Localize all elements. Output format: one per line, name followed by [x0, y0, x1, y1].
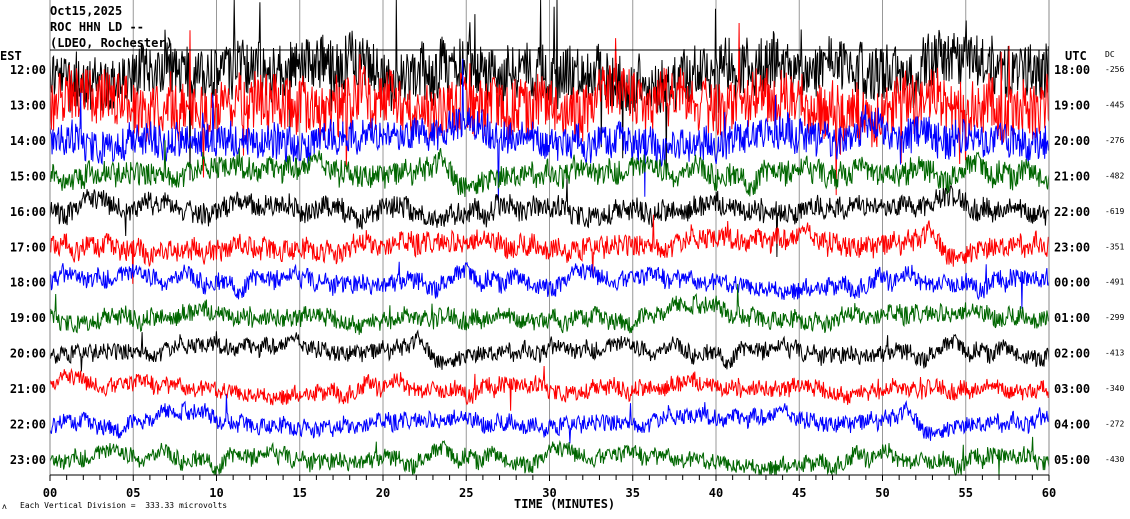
est-label: 12:00: [10, 63, 46, 77]
x-tick-label: 50: [875, 486, 889, 500]
x-tick-label: 25: [459, 486, 473, 500]
network-title: (LDEO, Rochester): [50, 36, 173, 50]
utc-label: 21:00: [1054, 169, 1090, 183]
x-tick-label: 55: [959, 486, 973, 500]
x-tick-label: 35: [626, 486, 640, 500]
trace-2000: [49, 329, 1050, 372]
est-label: 18:00: [10, 276, 46, 290]
utc-axis-label: UTC: [1065, 49, 1087, 63]
utc-label: 19:00: [1054, 98, 1090, 112]
est-label: 15:00: [10, 169, 46, 183]
utc-label: 02:00: [1054, 347, 1090, 361]
utc-label: 23:00: [1054, 240, 1090, 254]
utc-label: 00:00: [1054, 276, 1090, 290]
x-tick-label: 05: [126, 486, 140, 500]
dc-value: -445: [1105, 100, 1124, 109]
dc-value: -482: [1105, 171, 1124, 180]
station-title: ROC HHN LD --: [50, 20, 144, 34]
est-label: 17:00: [10, 240, 46, 254]
dc-value: -413: [1105, 349, 1124, 358]
dc-value: -351: [1105, 242, 1124, 251]
x-tick-label: 40: [709, 486, 723, 500]
x-tick-label: 20: [376, 486, 390, 500]
trace-1300: [49, 22, 1050, 196]
est-label: 20:00: [10, 347, 46, 361]
trace-1500: [49, 140, 1050, 198]
x-axis-title: TIME (MINUTES): [514, 497, 615, 511]
x-tick-label: 30: [542, 486, 556, 500]
axes: 00 05 10 15 20 25 30 35 40 45 50 55 60: [43, 0, 1056, 500]
x-tick-label: 10: [209, 486, 223, 500]
dc-value: -491: [1105, 278, 1124, 287]
scale-note: Each Vertical Division = 333.33 microvol…: [20, 501, 227, 510]
est-label: 21:00: [10, 382, 46, 396]
dc-value: -430: [1105, 455, 1124, 464]
est-label: 13:00: [10, 98, 46, 112]
trace-1600: [49, 178, 1050, 258]
est-label: 19:00: [10, 311, 46, 325]
dc-label: DC: [1105, 50, 1115, 59]
dc-value: -272: [1105, 420, 1124, 429]
utc-label: 05:00: [1054, 453, 1090, 467]
est-axis-label: EST: [0, 49, 22, 63]
scale-marker-icon: ʌ: [2, 502, 7, 511]
trace-1400: [49, 58, 1050, 203]
row-labels: 12:00 18:00 -256 13:00 19:00 -445 14:00 20:00 -2…: [10, 63, 1125, 467]
trace-1700: [49, 214, 1050, 284]
trace-1900: [49, 283, 1050, 335]
est-label: 23:00: [10, 453, 46, 467]
seismic-traces: [49, 0, 1050, 477]
utc-label: 03:00: [1054, 382, 1090, 396]
utc-label: 18:00: [1054, 63, 1090, 77]
utc-label: 22:00: [1054, 205, 1090, 219]
dc-value: -256: [1105, 65, 1124, 74]
dc-value: -619: [1105, 207, 1124, 216]
x-tick-label: 60: [1042, 486, 1056, 500]
est-label: 22:00: [10, 418, 46, 432]
dc-value: -299: [1105, 313, 1124, 322]
trace-2300: [49, 436, 1050, 477]
utc-label: 20:00: [1054, 134, 1090, 148]
trace-2100: [49, 365, 1050, 411]
x-tick-label: 00: [43, 486, 57, 500]
trace-1800: [49, 261, 1050, 309]
dc-value: -340: [1105, 384, 1124, 393]
utc-label: 04:00: [1054, 418, 1090, 432]
est-label: 16:00: [10, 205, 46, 219]
x-tick-label: 15: [293, 486, 307, 500]
trace-2200: [49, 394, 1050, 444]
est-label: 14:00: [10, 134, 46, 148]
x-tick-label: 45: [792, 486, 806, 500]
utc-label: 01:00: [1054, 311, 1090, 325]
date-title: Oct15,2025: [50, 4, 123, 18]
dc-value: -276: [1105, 136, 1124, 145]
